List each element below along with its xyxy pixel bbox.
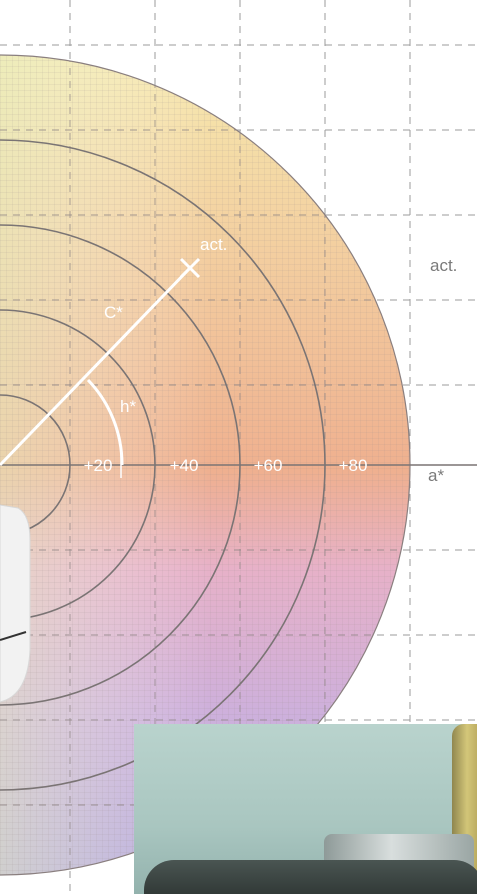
chroma-vector — [0, 266, 192, 467]
vector-label-act: act. — [200, 235, 227, 254]
tick-label-plus-60: +60 — [254, 456, 283, 475]
hue-label: h* — [120, 397, 136, 416]
colorimeter-device-icon — [144, 860, 477, 894]
tick-label-plus-40: +40 — [170, 456, 199, 475]
a-axis-label: a* — [428, 466, 444, 485]
chroma-label: C* — [104, 303, 123, 322]
vector-end-marker — [179, 257, 201, 279]
side-label-act: act. — [430, 256, 457, 275]
tick-label-plus-20: +20 — [84, 456, 113, 475]
tick-label-plus-80: +80 — [339, 456, 368, 475]
product-photo-inset — [134, 724, 477, 894]
device-edge-shape — [0, 504, 31, 703]
